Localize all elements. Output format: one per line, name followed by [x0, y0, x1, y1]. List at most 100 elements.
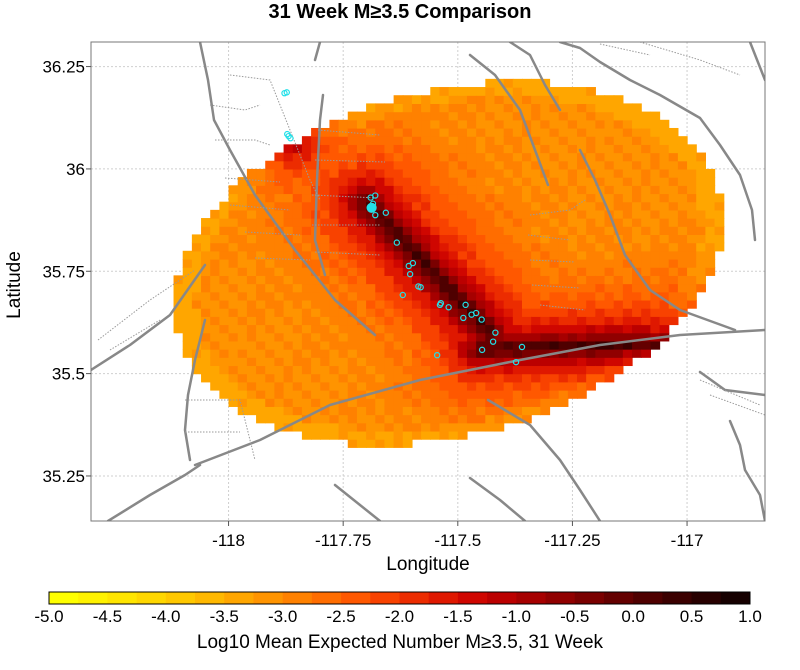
- heatmap-cell: [402, 422, 413, 432]
- heatmap-cell: [421, 365, 431, 375]
- x-tick-label: -117.75: [315, 531, 371, 550]
- heatmap-cell: [201, 250, 211, 260]
- heatmap-cell: [613, 308, 624, 317]
- heatmap-cell: [265, 275, 276, 285]
- heatmap-cell: [246, 291, 257, 301]
- heatmap-cell: [411, 152, 422, 162]
- heatmap-cell: [622, 177, 633, 186]
- colorbar-swatch: [370, 592, 400, 604]
- heatmap-cell: [375, 406, 386, 416]
- heatmap-cell: [384, 250, 395, 260]
- heatmap-cell: [393, 332, 404, 342]
- heatmap-cell: [558, 258, 569, 268]
- heatmap-cell: [586, 258, 596, 268]
- heatmap-cell: [604, 365, 615, 375]
- fault-line: [748, 42, 765, 82]
- heatmap-cell: [283, 218, 294, 227]
- heatmap-cell: [384, 381, 395, 391]
- heatmap-cell: [237, 283, 248, 293]
- colorbar-swatch: [487, 592, 517, 604]
- heatmap-cell: [567, 87, 578, 96]
- heatmap-cell: [705, 226, 716, 236]
- heatmap-cell: [292, 168, 303, 178]
- heatmap-cell: [540, 193, 551, 203]
- heatmap-cell: [292, 226, 303, 236]
- earthquake-markers: [281, 89, 526, 366]
- heatmap-cell: [558, 398, 569, 407]
- heatmap-cell: [384, 136, 395, 145]
- heatmap-cell: [613, 250, 624, 260]
- heatmap-cell: [366, 422, 376, 432]
- heatmap-cell: [466, 95, 477, 105]
- heatmap-cell: [393, 127, 404, 137]
- heatmap-cell: [595, 160, 606, 170]
- heatmap-cell: [604, 127, 615, 137]
- heatmap-cell: [439, 283, 450, 293]
- heatmap-cell: [356, 439, 367, 448]
- heatmap-cell: [503, 119, 514, 129]
- heatmap-cell: [448, 218, 459, 227]
- heatmap-cell: [356, 357, 367, 367]
- fault-line: [468, 476, 527, 521]
- heatmap-cell: [567, 340, 578, 350]
- heatmap-cell: [641, 209, 651, 219]
- heatmap-cell: [466, 324, 477, 334]
- heatmap-cell: [466, 103, 477, 113]
- heatmap-cell: [485, 324, 496, 334]
- heatmap-cell: [274, 193, 285, 203]
- heatmap-cell: [540, 299, 551, 309]
- heatmap-cell: [677, 234, 688, 244]
- heatmap-cell: [301, 136, 312, 145]
- heatmap-cell: [338, 406, 349, 416]
- heatmap-cell: [650, 226, 661, 236]
- heatmap-cell: [347, 439, 358, 448]
- heatmap-cell: [320, 168, 331, 178]
- heatmap-cell: [356, 389, 367, 399]
- heatmap-cell: [476, 267, 486, 276]
- fault-line: [468, 53, 550, 187]
- heatmap-cell: [256, 168, 266, 178]
- heatmap-cell: [604, 291, 615, 301]
- heatmap-cell: [283, 152, 294, 162]
- heatmap-cell: [292, 308, 303, 317]
- heatmap-cell: [356, 193, 367, 203]
- heatmap-cell: [329, 349, 340, 358]
- heatmap-cell: [549, 275, 560, 285]
- heatmap-cell: [457, 226, 468, 236]
- heatmap-cell: [485, 258, 496, 268]
- heatmap-cell: [540, 103, 551, 113]
- minor-fault-line: [185, 399, 256, 461]
- heatmap-cell: [228, 332, 239, 342]
- heatmap-cell: [549, 381, 560, 391]
- heatmap-cell: [283, 226, 294, 236]
- heatmap-cell: [466, 234, 477, 244]
- heatmap-cell: [430, 381, 441, 391]
- heatmap-cell: [503, 291, 514, 301]
- heatmap-cell: [668, 152, 679, 162]
- heatmap-cell: [457, 340, 468, 350]
- heatmap-cell: [622, 299, 633, 309]
- heatmap-cell: [228, 201, 239, 211]
- heatmap-cell: [567, 234, 578, 244]
- heatmap-cell: [311, 316, 321, 326]
- heatmap-cell: [485, 422, 496, 432]
- heatmap-cell: [668, 316, 679, 326]
- heatmap-cell: [356, 168, 367, 178]
- heatmap-cell: [558, 226, 569, 236]
- heatmap-cell: [329, 267, 340, 276]
- heatmap-cell: [466, 193, 477, 203]
- heatmap-cell: [503, 177, 514, 186]
- heatmap-cell: [402, 185, 413, 195]
- heatmap-cell: [586, 308, 596, 317]
- heatmap-cell: [421, 242, 431, 252]
- heatmap-cell: [531, 250, 541, 260]
- heatmap-cell: [301, 406, 312, 416]
- heatmap-cell: [567, 201, 578, 211]
- heatmap-cell: [613, 168, 624, 178]
- heatmap-cell: [283, 185, 294, 195]
- heatmap-cell: [531, 127, 541, 137]
- heatmap-cell: [659, 209, 670, 219]
- heatmap-cell: [457, 414, 468, 424]
- heatmap-cell: [705, 218, 716, 227]
- heatmap-cell: [439, 299, 450, 309]
